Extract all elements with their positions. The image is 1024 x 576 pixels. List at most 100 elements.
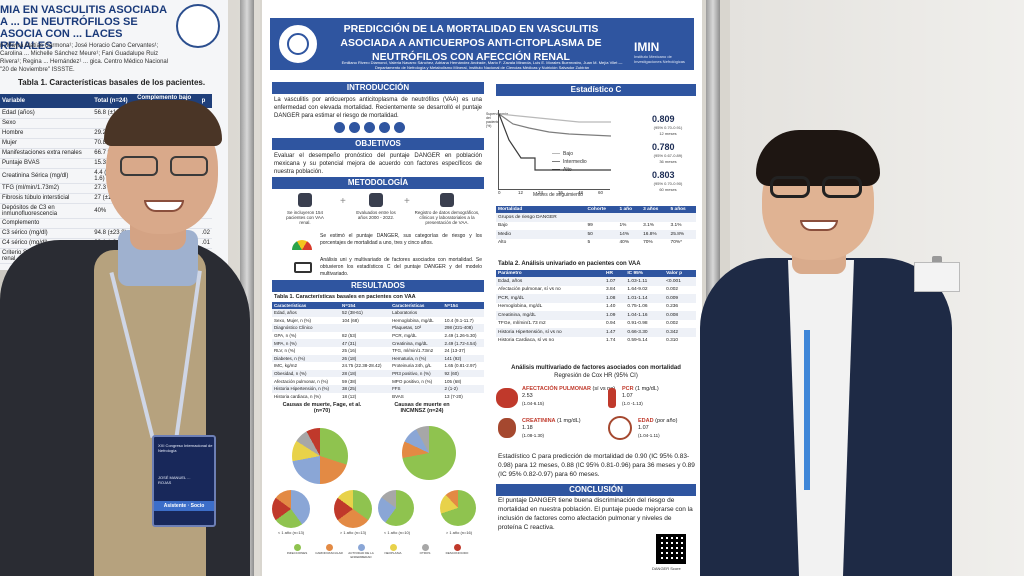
table-cell: <0.001 — [664, 277, 696, 286]
badge-name: JOSÉ MANUEL ... ROJAS — [158, 475, 191, 485]
table-header-cell: N=154 — [442, 302, 484, 309]
pie-chart-fage — [292, 428, 348, 484]
legend-label: INFECCIONES — [286, 551, 308, 555]
table-header-cell: Cohorte — [585, 206, 618, 213]
method-step-4-text: Se estimó el puntaje DANGER, sus categor… — [320, 233, 482, 246]
factor-name: PCR — [622, 386, 634, 392]
table-cell: Creatinina, mg/dL — [496, 311, 605, 320]
table-header-cell: 5 años — [668, 206, 696, 213]
factor-unit: (1 mg/dL) — [557, 418, 581, 424]
table-cell: Diagnóstico Clínico — [272, 324, 340, 332]
table-cell: 5 — [587, 240, 591, 246]
table-cell: Historia Hipertensión, n (%) — [272, 384, 340, 393]
table-cell: Depósitos de C3 en inmunofluorescencia — [0, 203, 93, 219]
c-stat-value: 0.809 — [652, 114, 675, 124]
legend-label: ACTIVIDAD DE LA ENFERMEDAD — [348, 551, 374, 559]
table-row: Grupos de riesgo DANGER — [496, 213, 696, 222]
table-header-row: Características N=154 Características N=154 — [272, 302, 484, 309]
table-row: Medio 50 14% 16.8% 25.8% — [496, 230, 696, 239]
smile — [800, 220, 838, 231]
table-cell: .02 — [199, 228, 212, 239]
table-cell: Historia cardiaca, n (%) — [274, 393, 321, 399]
imin-logo: IMIN — [634, 40, 660, 54]
table-header-cell: IC 95% — [625, 270, 665, 277]
method-step-1-text: Se incluyeron 154 pacientes con VAA rena… — [286, 210, 324, 225]
table-cell: 1% — [619, 223, 627, 229]
method-step-2-text: Evaluados entre los años 2000 - 2022. — [356, 210, 396, 220]
factor-unit: (1 mg/dL) — [635, 386, 659, 392]
c-stat-ci: (95% 0.70-0.90) — [653, 181, 683, 186]
table-header-cell: Variable — [0, 94, 93, 108]
section-metodologia: METODOLOGÍA — [272, 177, 484, 189]
table-cell: 3.84 — [606, 287, 616, 293]
legend-swatch — [293, 544, 301, 551]
legend-item: OTROS — [410, 544, 440, 559]
table-row: Historia cardiaca, n (%) 18 (12) BVAS 13 (7… — [272, 393, 484, 401]
table-cell: 141 (92) — [442, 354, 484, 363]
presenter-right — [700, 130, 1024, 576]
table-cell: 1.03-1.11 — [625, 277, 665, 286]
main-poster: PREDICCIÓN DE LA MORTALIDAD EN VASCULITI… — [262, 0, 702, 576]
table-cell: 0.342 — [664, 328, 696, 337]
table-cell: 52 (38-61) — [339, 309, 391, 317]
table-row: Edad, años 52 (38-61) Laboratorios — [272, 309, 484, 317]
km-xtick: 36 — [558, 190, 564, 195]
table-cell: MPO positivo, n (%) — [392, 378, 433, 384]
table-row: IMC, kg/m2 24.75 (22.38-28.42) Proteinuria… — [272, 362, 484, 370]
table-cell: 1.65 (0.81-2.97) — [444, 363, 477, 369]
qr-label: DANGER Score — [652, 566, 681, 571]
table-row: Diabetes, n (%) 26 (18) Hematuria, n (%) 14… — [272, 354, 484, 363]
table-cell: 0.009 — [664, 294, 696, 303]
poster-title: PREDICCIÓN DE LA MORTALIDAD EN VASCULITI… — [340, 23, 602, 63]
table-cell: Manifestaciones extra renales — [0, 148, 93, 159]
c-stat-period: 60 meses — [659, 187, 677, 192]
table-cell: Edad (años) — [0, 108, 93, 119]
poster-header — [270, 18, 694, 70]
pin-icon — [932, 256, 942, 266]
table-cell: 104 (68) — [341, 317, 359, 323]
pie-chart-incmnsz — [402, 426, 456, 480]
table-cell: C3 sérico (mg/dl) — [0, 228, 93, 239]
table-row: Bajo 99 1% 3.1% 3.1% — [496, 222, 696, 231]
factor-hr: 2.53 — [522, 393, 533, 399]
table-cell: 1.74 — [606, 338, 616, 344]
table-cell: Obesidad, n (%) — [272, 369, 340, 378]
table-header-cell: N=154 — [339, 302, 391, 309]
table-row: Historia Hipertensión, sí vs no 1.47 0.66-… — [496, 328, 696, 337]
km-xtick: 48 — [578, 190, 584, 195]
table-cell: Alto — [498, 240, 507, 246]
multivariate-title: Análisis multivariado de factores asocia… — [496, 364, 696, 380]
table-cell: IMC, kg/m2 — [274, 363, 298, 369]
plus-icon: + — [404, 196, 410, 207]
table-cell: 0.002 — [666, 321, 679, 327]
table-cell: Edad, años — [272, 309, 340, 317]
pie-chart-fage-early — [272, 490, 310, 528]
factor-hr: 1.07 — [638, 425, 649, 431]
multivariate-subtitle: Regresión de Cox HR (95% CI) — [554, 373, 638, 379]
table-cell: 0.75-1.06 — [627, 304, 648, 310]
left-poster-authors: ri; Mayra Matías Carmona¹; José Horacio … — [0, 43, 169, 73]
c-stat-period: 36 meses — [659, 159, 677, 164]
legend-label: CARDIOVASCULAR — [315, 551, 343, 555]
km-xlabel: Meses de seguimiento — [532, 192, 584, 198]
table-cell: Afectación pulmonar, n (%) — [274, 378, 329, 384]
table-cell: Medio — [496, 230, 586, 239]
table-cell: PCR, mg/dL — [392, 333, 417, 339]
legend-item: DESCONOCIDO — [442, 544, 472, 559]
table-cell: 1.08 — [604, 294, 626, 303]
table-cell: 13 (7-20) — [444, 393, 463, 399]
table1-title: Tabla 1. Características basales en paci… — [274, 294, 416, 300]
badge-role: Asistente · Socio — [154, 501, 214, 511]
table-row: Afectación pulmonar, n (%) 59 (38) MPO pos… — [272, 377, 484, 385]
table-cell: Historia Hipertensión, sí vs no — [496, 328, 605, 337]
multivariate-item: PCR (1 mg/dL) 1.07 (1.0 -1.13) — [622, 386, 659, 407]
table-cell — [641, 213, 669, 222]
multivariate-title-text: Análisis multivariado de factores asocia… — [511, 365, 681, 371]
section-intro: INTRODUCCIÓN — [272, 82, 484, 94]
table2-title: Tabla 2. Análisis univariado en paciente… — [498, 261, 641, 267]
table-cell: 1.01-1.14 — [625, 294, 665, 303]
table-row: Sexo, Mujer, n (%) 104 (68) Hemoglobina, m… — [272, 317, 484, 325]
table-cell: MPA, n (%) — [272, 339, 340, 347]
objetivos-text: Evaluar el desempeño pronóstico del punt… — [274, 153, 482, 175]
method-step-5-text: Análisis uni y multivariado de factores … — [320, 257, 482, 277]
